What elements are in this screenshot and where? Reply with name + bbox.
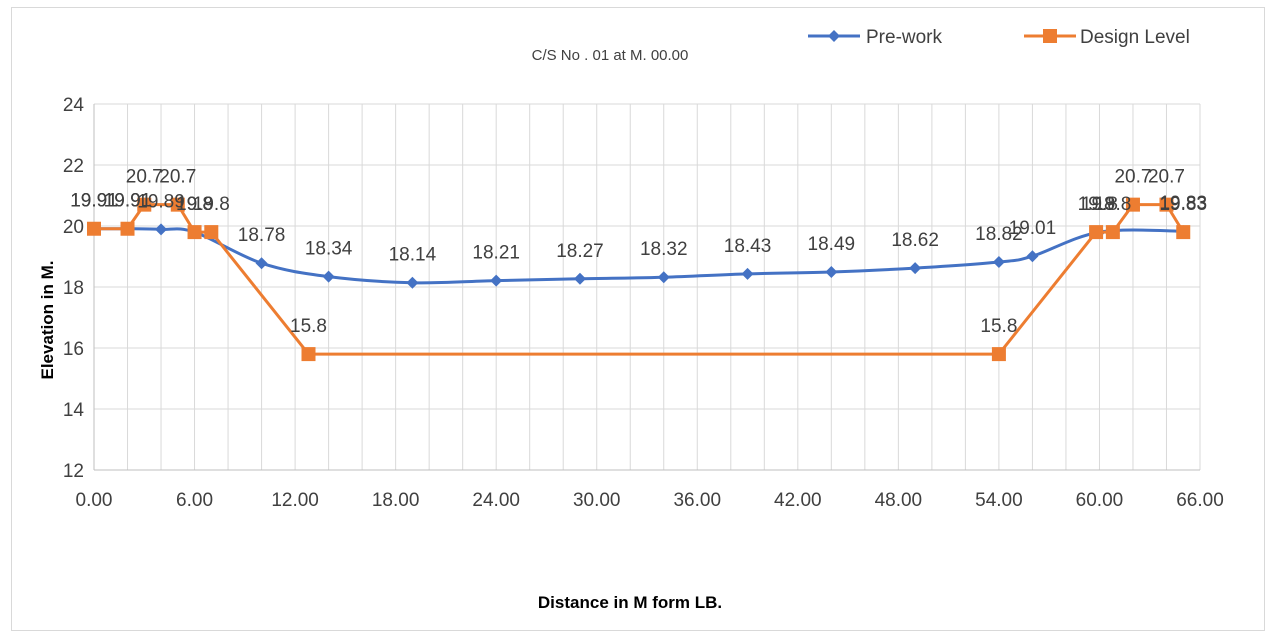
marker-square: [137, 197, 152, 212]
chart-title: C/S No . 01 at M. 00.00: [532, 47, 689, 64]
data-label: 19.01: [1009, 218, 1057, 239]
marker-square: [991, 347, 1006, 362]
data-label: 18.78: [238, 225, 286, 246]
data-label: 19.8: [1078, 194, 1115, 215]
data-label: 18.21: [472, 243, 520, 264]
x-axis-title: Distance in M form LB.: [538, 593, 722, 612]
x-tick-label: 0.00: [76, 490, 113, 511]
legend-label-0: Pre-work: [866, 27, 943, 48]
marker-diamond: [155, 223, 168, 236]
marker-square: [87, 221, 101, 236]
chart-frame: [11, 7, 1265, 631]
y-tick-label: 24: [63, 95, 85, 116]
grid: [93, 103, 1201, 471]
data-label: 19.8: [176, 194, 213, 215]
data-label: 19.8: [1081, 194, 1118, 215]
marker-diamond: [322, 270, 335, 283]
data-label: 19.91: [70, 191, 118, 212]
marker-diamond: [406, 276, 419, 289]
axes: 0.00 6.00 12.00 18.00 24.00 30.00 36.00 42.00 48…: [63, 95, 1224, 511]
data-label: 19.91: [104, 191, 152, 212]
data-label: 19.83: [1159, 194, 1207, 215]
series-layer: [87, 197, 1191, 362]
y-axis-title: Elevation in M.: [38, 260, 57, 379]
x-tick-label: 30.00: [573, 490, 621, 511]
data-label: 15.8: [290, 316, 327, 337]
legend-marker-diamond: [828, 30, 840, 42]
data-label: 15.8: [980, 316, 1017, 337]
data-label: 18.34: [305, 239, 353, 260]
y-tick-label: 14: [63, 400, 85, 421]
marker-diamond: [657, 271, 670, 284]
data-label: 19.91: [104, 191, 152, 212]
data-label: 19.91: [70, 191, 118, 212]
data-label: 20.7: [126, 167, 163, 188]
data-label: 19.8: [1094, 194, 1131, 215]
marker-diamond: [255, 257, 268, 270]
marker-diamond: [1026, 250, 1039, 263]
marker-diamond: [825, 266, 838, 279]
marker-square: [1105, 225, 1120, 240]
y-tick-label: 18: [63, 278, 84, 299]
data-label: 18.49: [808, 234, 856, 255]
legend-label-1: Design Level: [1080, 27, 1190, 48]
marker-square: [301, 347, 316, 362]
marker-diamond: [490, 274, 503, 287]
legend: Pre-work Design Level: [808, 27, 1190, 48]
x-tick-label: 54.00: [975, 490, 1023, 511]
marker-diamond: [909, 262, 922, 275]
data-label: 19.8: [176, 194, 213, 215]
legend-marker-square: [1043, 29, 1057, 43]
marker-diamond: [992, 255, 1005, 268]
x-tick-label: 12.00: [271, 490, 319, 511]
x-tick-label: 42.00: [774, 490, 822, 511]
x-tick-label: 24.00: [472, 490, 520, 511]
data-label: 18.27: [556, 241, 604, 262]
y-tick-label: 12: [63, 461, 84, 482]
marker-diamond: [573, 272, 586, 285]
marker-square: [170, 197, 185, 212]
y-tick-label: 22: [63, 156, 84, 177]
x-tick-label: 6.00: [176, 490, 213, 511]
x-tick-label: 60.00: [1076, 490, 1124, 511]
marker-square: [1159, 197, 1174, 212]
data-label: 20.7: [1148, 167, 1185, 188]
x-tick-label: 48.00: [875, 490, 923, 511]
data-label: 18.62: [891, 230, 939, 251]
x-tick-label: 66.00: [1176, 490, 1224, 511]
marker-square: [1125, 197, 1140, 212]
data-label: 18.82: [975, 224, 1023, 245]
data-label: 19.8: [193, 194, 230, 215]
marker-square: [1176, 225, 1191, 240]
data-label: 18.32: [640, 239, 688, 260]
data-label: 20.7: [1114, 167, 1151, 188]
marker-square: [1089, 225, 1104, 240]
data-label: 19.83: [1159, 193, 1207, 214]
y-tick-label: 20: [63, 217, 84, 238]
marker-square: [204, 225, 219, 240]
y-tick-label: 16: [63, 339, 84, 360]
x-tick-label: 18.00: [372, 490, 420, 511]
data-label: 18.43: [724, 236, 772, 257]
data-label: 18.14: [389, 245, 437, 266]
marker-diamond: [741, 267, 754, 280]
data-label: 19.89: [137, 191, 185, 212]
marker-square: [120, 221, 135, 236]
x-tick-label: 36.00: [673, 490, 721, 511]
data-label: 20.7: [159, 167, 196, 188]
marker-square: [187, 225, 202, 240]
